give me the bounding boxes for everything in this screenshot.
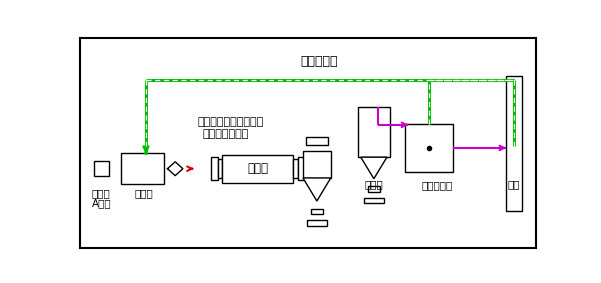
Text: 循環ファン: 循環ファン (421, 181, 453, 191)
Text: 乾燥機: 乾燥機 (247, 162, 268, 175)
Bar (218, 159, 222, 178)
Bar (406, 124, 453, 172)
Bar (222, 155, 293, 183)
Circle shape (409, 127, 450, 169)
Polygon shape (361, 157, 387, 179)
Bar (368, 186, 380, 192)
Text: 循環ダクト: 循環ダクト (300, 55, 338, 68)
Bar (364, 198, 384, 203)
Bar (121, 153, 163, 184)
Text: 熱風炉: 熱風炉 (134, 188, 153, 198)
Bar (306, 137, 328, 145)
Bar (212, 157, 218, 180)
Bar (94, 161, 109, 176)
Text: 乾燥に必要な熱風量を: 乾燥に必要な熱風量を (198, 117, 264, 128)
Bar (311, 209, 323, 214)
Bar (307, 220, 327, 226)
Bar (293, 159, 297, 178)
Text: バーナ: バーナ (92, 188, 111, 198)
Bar (358, 107, 390, 157)
Text: 循環ガスで補う: 循環ガスで補う (202, 129, 248, 139)
Text: A重油: A重油 (91, 198, 111, 208)
Bar (505, 76, 522, 211)
Bar (425, 143, 434, 153)
Bar (297, 157, 304, 180)
Polygon shape (303, 178, 331, 201)
Text: 集塵機: 集塵機 (364, 179, 383, 189)
Text: 煙突: 煙突 (508, 179, 520, 189)
Bar (303, 151, 331, 178)
